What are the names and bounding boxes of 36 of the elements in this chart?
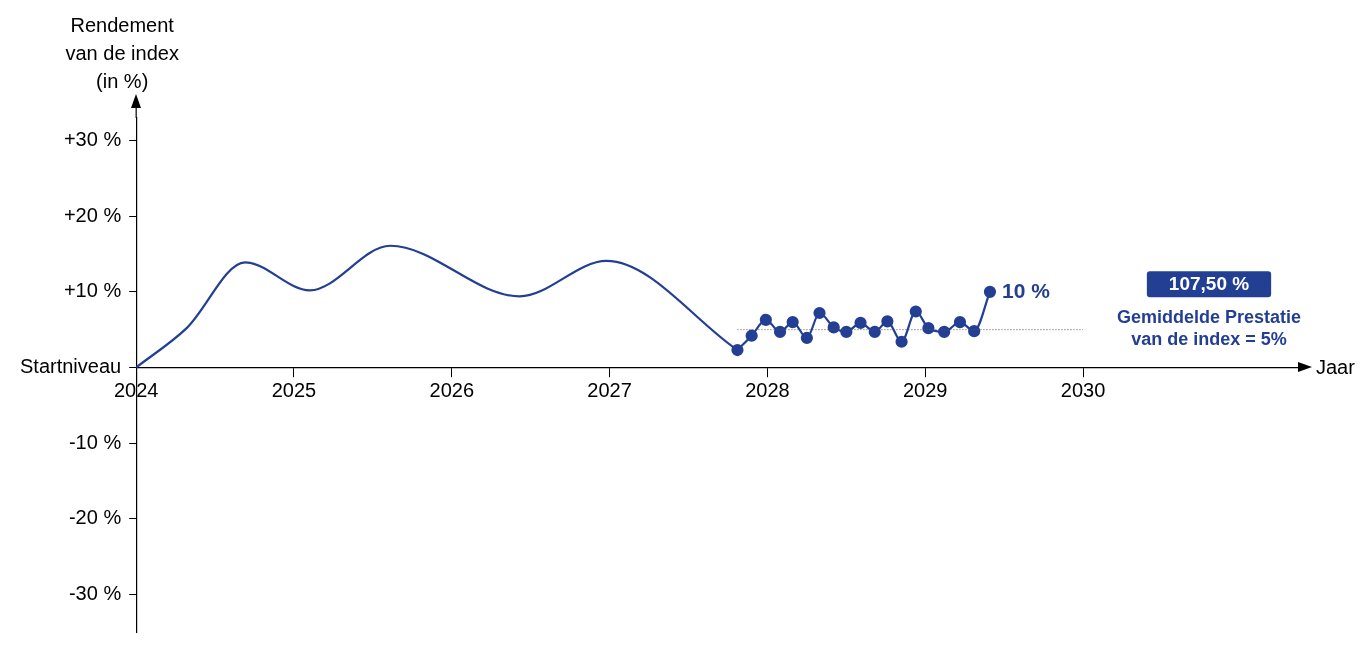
point	[759, 313, 772, 326]
point	[938, 325, 951, 339]
point	[968, 325, 981, 338]
y-axis-title: Rendement van de index (in %)	[65, 14, 179, 92]
x-tick-label: 2030	[1060, 378, 1106, 401]
annotation: 107,50 %	[1168, 272, 1250, 294]
point	[773, 325, 787, 339]
ref-line-label: Gemiddelde Prestatie van de index = 5%	[1116, 307, 1302, 350]
y-tick-label: -30 %	[68, 581, 122, 604]
data-label: 10 %	[1001, 278, 1051, 302]
point	[854, 316, 867, 329]
point	[983, 285, 997, 298]
point	[745, 329, 758, 342]
point	[813, 306, 826, 320]
point	[840, 325, 853, 339]
point	[786, 315, 799, 329]
x-axis-title: Jaar	[1316, 356, 1356, 379]
point	[895, 335, 908, 348]
y-tick-label: +30 %	[63, 128, 122, 151]
x-tick-label: 2028	[745, 378, 790, 401]
x-tick-label: 2025	[271, 378, 317, 401]
point	[953, 315, 967, 329]
point	[800, 331, 813, 345]
x-tick-label: 2029	[902, 378, 948, 401]
x-tick-label: 2026	[429, 378, 475, 401]
point	[827, 321, 840, 334]
point	[868, 325, 881, 339]
point	[909, 305, 922, 318]
x-tick-label: 2027	[587, 378, 632, 401]
y-tick-label: Startniveau	[20, 354, 122, 377]
point	[922, 322, 935, 335]
point	[881, 315, 894, 328]
y-tick-label: +10 %	[63, 279, 122, 302]
y-tick-label: -20 %	[68, 506, 122, 529]
y-tick-label: -10 %	[68, 430, 122, 453]
y-tick-label: +20 %	[63, 203, 122, 226]
